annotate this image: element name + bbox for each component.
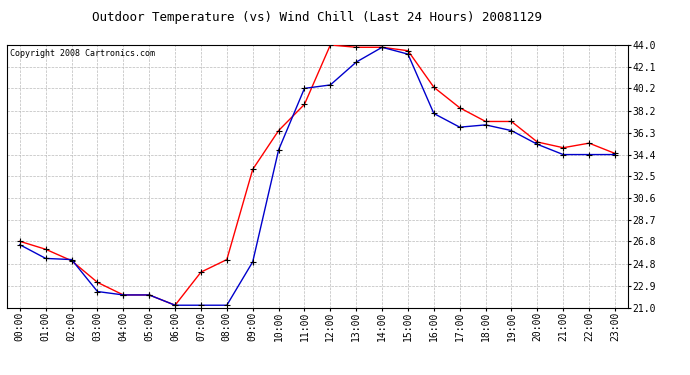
Text: Outdoor Temperature (vs) Wind Chill (Last 24 Hours) 20081129: Outdoor Temperature (vs) Wind Chill (Las…	[92, 11, 542, 24]
Text: Copyright 2008 Cartronics.com: Copyright 2008 Cartronics.com	[10, 49, 155, 58]
